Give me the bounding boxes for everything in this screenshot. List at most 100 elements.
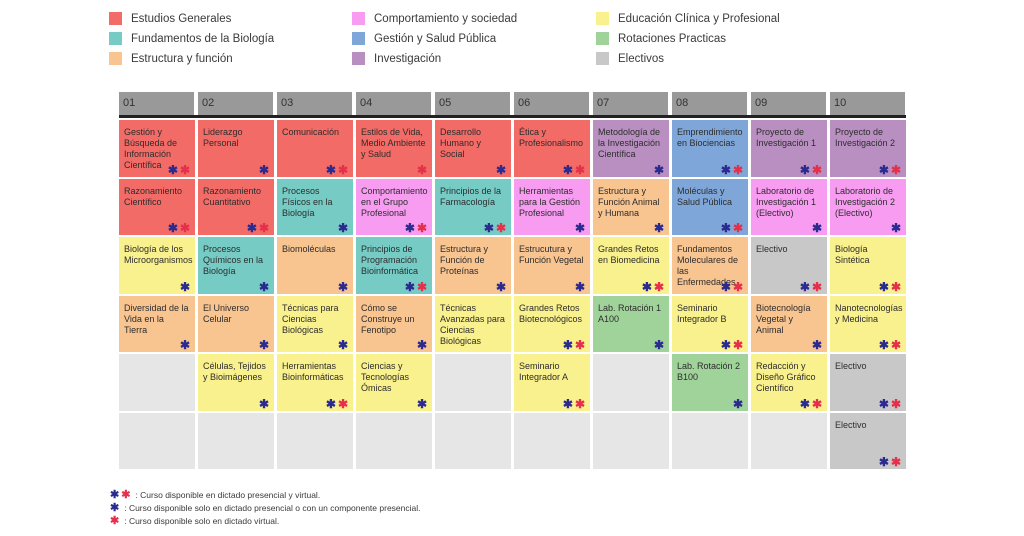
course-virtual-mark: ✱: [179, 221, 192, 235]
empty-cell: [435, 412, 511, 469]
course-cell: Seminario Integrador B ✱✱: [672, 295, 748, 352]
note-marks: ✱: [110, 515, 121, 528]
course-presencial-mark: ✱: [653, 221, 666, 235]
course-title: Razonamiento Científico: [124, 185, 183, 207]
modality-marks: ✱: [654, 222, 666, 234]
note-text: : Curso disponible solo en dictado prese…: [124, 503, 421, 513]
modality-marks: ✱✱: [721, 339, 745, 351]
modality-marks: ✱✱: [405, 281, 429, 293]
course-presencial-mark: ✱: [495, 279, 508, 294]
curriculum-grid: 01 Gestión y Búsqueda de Información Cien…: [119, 92, 906, 469]
course-cell: Procesos Químicos en la Biología ✱: [198, 237, 274, 294]
course-virtual-mark: ✱: [574, 396, 587, 411]
modality-marks: ✱: [338, 281, 350, 293]
course-virtual-mark: ✱: [416, 279, 429, 294]
course-cell: Proyecto de Investigación 1 ✱✱: [751, 120, 827, 177]
note-text: : Curso disponible solo en dictado virtu…: [124, 516, 280, 526]
course-title: Principios de la Farmacología: [440, 185, 502, 207]
course-presencial-mark: ✱: [337, 221, 350, 235]
course-cell: Comunicación ✱✱: [277, 120, 353, 177]
modality-marks: ✱✱: [879, 281, 903, 293]
course-presencial-mark: ✱: [720, 221, 733, 235]
course-presencial-mark: ✱: [325, 162, 338, 177]
course-presencial-mark: ✱: [799, 162, 812, 177]
course-presencial-mark: ✱: [799, 396, 812, 411]
course-virtual-mark: ✱: [258, 221, 271, 235]
empty-cell: [593, 412, 669, 469]
empty-cell: [672, 412, 748, 469]
course-cell: Laboratorio de Investigación 2 (Electivo…: [830, 178, 906, 235]
modality-marks: ✱✱: [721, 222, 745, 234]
course-title: Proyecto de Investigación 1: [756, 127, 817, 148]
course-presencial-mark: ✱: [416, 396, 429, 411]
modality-marks: ✱✱: [800, 281, 824, 293]
empty-cell: [751, 412, 827, 469]
note-virtual-mark: ✱: [110, 515, 122, 527]
course-title: Nanotecnologías y Medicina: [835, 302, 903, 324]
legend-label: Fundamentos de la Biología: [131, 32, 275, 45]
modality-marks: ✱: [259, 398, 271, 410]
legend-label: Investigación: [374, 52, 442, 65]
note-text: : Curso disponible en dictado presencial…: [135, 490, 321, 500]
course-title: Liderazgo Personal: [203, 127, 243, 148]
legend-label: Estudios Generales: [131, 12, 232, 25]
course-title: Estrucutura y Función Vegetal: [519, 244, 584, 265]
modality-marks: ✱✱: [168, 222, 192, 234]
course-title: Lab. Rotación 2 B100: [677, 361, 741, 382]
modality-marks: ✱✱: [326, 398, 350, 410]
legend-item: Electivos: [596, 52, 664, 65]
note-marks: ✱: [110, 502, 121, 515]
course-title: Procesos Químicos en la Biología: [203, 244, 264, 276]
course-title: Técnicas Avanzadas para Ciencias Biológi…: [440, 302, 505, 346]
modality-marks: ✱: [575, 281, 587, 293]
modality-note: ✱: Curso disponible solo en dictado virt…: [110, 515, 710, 528]
semester-header: 02: [198, 92, 273, 115]
legend-item: Educación Clínica y Profesional: [596, 12, 780, 25]
course-presencial-mark: ✱: [878, 455, 891, 469]
course-cell: Gestión y Búsqueda de Información Cientí…: [119, 120, 195, 177]
legend-swatch: [109, 32, 122, 45]
note-presencial-mark: ✱: [110, 489, 122, 501]
modality-marks: ✱✱: [721, 281, 745, 293]
course-presencial-mark: ✱: [878, 162, 891, 177]
course-presencial-mark: ✱: [258, 338, 271, 352]
semester-header: 07: [593, 92, 668, 115]
course-virtual-mark: ✱: [495, 221, 508, 235]
course-cell: Electivo ✱✱: [751, 237, 827, 294]
course-title: Biotecnología Vegetal y Animal: [756, 302, 811, 335]
course-presencial-mark: ✱: [258, 162, 271, 177]
course-cell: Biología de los Microorganismos ✱: [119, 237, 195, 294]
modality-note: ✱: Curso disponible solo en dictado pres…: [110, 502, 710, 515]
course-presencial-mark: ✱: [811, 221, 824, 235]
course-cell: Electivo ✱✱: [830, 412, 906, 469]
course-title: Estructura y Función Animal y Humana: [598, 185, 660, 218]
course-presencial-mark: ✱: [325, 396, 338, 411]
course-cell: El Universo Celular ✱: [198, 295, 274, 352]
legend: Estudios Generales Fundamentos de la Biol…: [0, 0, 1024, 72]
modality-marks: ✱: [417, 339, 429, 351]
course-cell: Comportamiento en el Grupo Profesional ✱✱: [356, 178, 432, 235]
course-title: Redacción y Diseño Gráfico Científico: [756, 361, 816, 393]
course-title: Moléculas y Salud Pública: [677, 185, 733, 207]
course-presencial-mark: ✱: [179, 279, 192, 294]
course-presencial-mark: ✱: [732, 396, 745, 411]
modality-marks: ✱✱: [879, 164, 903, 176]
course-virtual-mark: ✱: [574, 162, 587, 177]
course-presencial-mark: ✱: [337, 279, 350, 294]
legend-swatch: [109, 52, 122, 65]
empty-cell: [356, 412, 432, 469]
course-presencial-mark: ✱: [337, 338, 350, 352]
semester-header: 08: [672, 92, 747, 115]
course-virtual-mark: ✱: [653, 279, 666, 294]
course-title: Lab. Rotación 1 A100: [598, 302, 662, 324]
legend-swatch: [596, 12, 609, 25]
course-cell: Herramientas Bioinformáticas ✱✱: [277, 354, 353, 411]
course-title: Grandes Retos en Biomedicina: [598, 244, 660, 265]
course-presencial-mark: ✱: [416, 338, 429, 352]
modality-marks: ✱✱: [721, 164, 745, 176]
course-cell: Fundamentos Moleculares de las Enfermeda…: [672, 237, 748, 294]
course-virtual-mark: ✱: [732, 221, 745, 235]
course-presencial-mark: ✱: [404, 221, 417, 235]
course-cell: Liderazgo Personal ✱: [198, 120, 274, 177]
course-virtual-mark: ✱: [890, 396, 903, 411]
